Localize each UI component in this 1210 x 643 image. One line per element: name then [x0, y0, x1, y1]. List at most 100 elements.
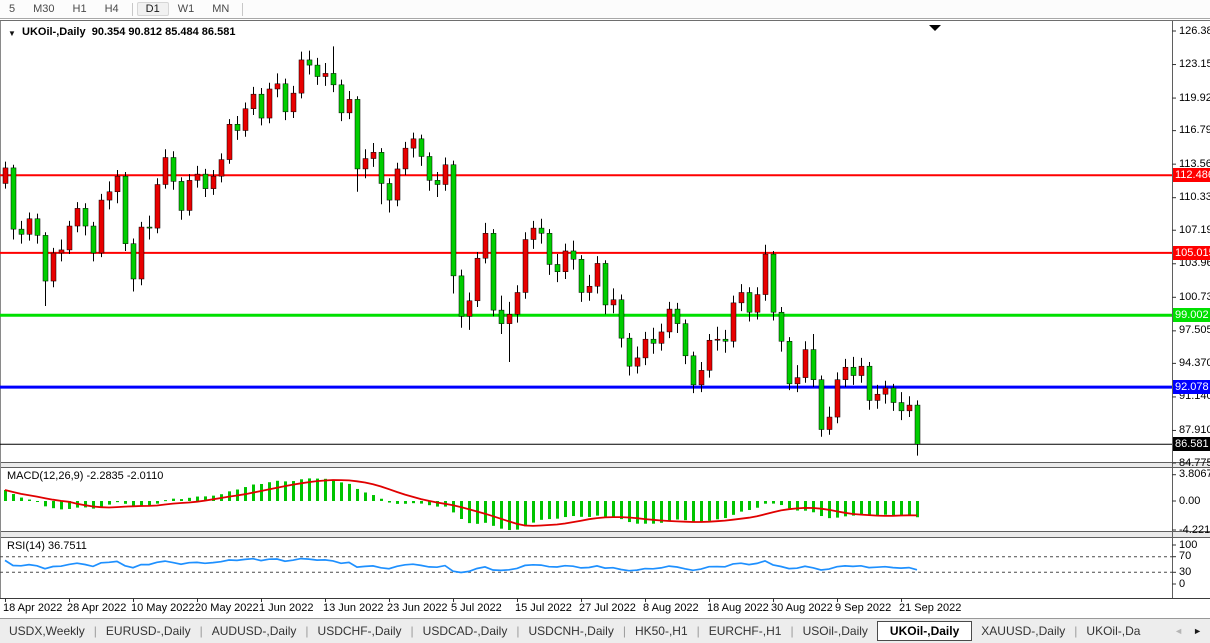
- macd-bar: [764, 501, 767, 504]
- candle-body: [2, 167, 9, 184]
- macd-bar: [596, 501, 599, 516]
- symbol-tab-audusd-daily[interactable]: AUDUSD-,Daily: [211, 624, 297, 638]
- time-axis-label: 21 Sep 2022: [899, 602, 962, 614]
- candle-body: [842, 366, 849, 380]
- price-axis-ticks: [5, 30, 1176, 602]
- price-axis-label: 97.505: [1179, 324, 1210, 337]
- symbol-tab-ukoil-daily[interactable]: UKOil-,Daily: [876, 620, 973, 641]
- candle-body: [266, 88, 273, 119]
- candle-body: [594, 263, 601, 287]
- candle-body: [898, 402, 905, 412]
- tab-scroll-right-icon[interactable]: ►: [1193, 626, 1202, 636]
- macd-bar: [316, 478, 319, 501]
- symbol-tab-usdcad-daily[interactable]: USDCAD-,Daily: [422, 624, 508, 638]
- macd-bar: [452, 501, 455, 513]
- symbol-tab-usdx-weekly[interactable]: USDX,Weekly: [9, 624, 85, 638]
- timeframe-button-d1[interactable]: D1: [136, 2, 169, 16]
- macd-histogram: [4, 478, 919, 531]
- candle-body: [162, 157, 169, 185]
- candle-body: [450, 164, 457, 277]
- candle-body: [906, 404, 913, 412]
- timeframe-button-mn[interactable]: MN: [212, 3, 230, 15]
- main-macd-separator: [0, 462, 1210, 467]
- candle-body: [650, 338, 657, 344]
- candle-body: [202, 173, 209, 189]
- candle-body: [698, 370, 705, 386]
- rsi-scale-label: 0: [1179, 577, 1186, 590]
- macd-bar: [276, 480, 279, 501]
- candle-body: [378, 152, 385, 184]
- macd-scale-label: -4.221: [1179, 523, 1210, 536]
- macd-bar: [724, 501, 727, 519]
- macd-bar: [28, 499, 31, 501]
- candle-body: [170, 157, 177, 182]
- timeframe-button-w1[interactable]: W1: [177, 3, 195, 15]
- rsi-indicator-header: RSI(14) 36.7511: [7, 540, 87, 553]
- candle-body: [642, 338, 649, 359]
- rsi-line: [4, 557, 918, 574]
- macd-bar: [668, 501, 671, 521]
- macd-scale-label: 0.00: [1179, 494, 1201, 507]
- chart-symbol-period: UKOil-,Daily: [22, 26, 86, 38]
- candle-body: [434, 180, 441, 185]
- symbol-tab-eurchf-h1[interactable]: EURCHF-,H1: [708, 624, 782, 638]
- price-axis-label: 116.790: [1179, 124, 1210, 137]
- time-axis-label: 30 Aug 2022: [771, 602, 833, 614]
- symbol-tab-usoil-daily[interactable]: USOil-,Daily: [802, 624, 868, 638]
- candle-body: [50, 252, 57, 282]
- macd-bar: [468, 501, 471, 524]
- macd-bar: [428, 501, 431, 506]
- price-level-lines: [0, 174, 1172, 445]
- symbol-tab-ukoil-da[interactable]: UKOil-,Da: [1086, 624, 1141, 638]
- timeframe-button-m30[interactable]: M30: [33, 3, 55, 15]
- macd-bar: [140, 501, 143, 507]
- symbol-tab-usdcnh-daily[interactable]: USDCNH-,Daily: [528, 624, 614, 638]
- timeframe-button-h4[interactable]: H4: [104, 3, 119, 15]
- symbol-tab-hk50-h1[interactable]: HK50-,H1: [634, 624, 688, 638]
- time-axis-label: 13 Jun 2022: [323, 602, 384, 614]
- candle-body: [762, 253, 769, 295]
- macd-bar: [196, 496, 199, 501]
- candle-body: [338, 84, 345, 114]
- timeframe-button-h1[interactable]: H1: [72, 3, 87, 15]
- price-level-tag: 99.002: [1173, 308, 1210, 323]
- symbol-tab-usdchf-daily[interactable]: USDCHF-,Daily: [317, 624, 402, 638]
- macd-bar: [772, 501, 775, 504]
- timeframe-button-5[interactable]: 5: [9, 3, 16, 15]
- macd-bar: [524, 501, 527, 527]
- macd-bar: [92, 501, 95, 509]
- macd-bar: [564, 501, 567, 518]
- candle-body: [546, 233, 553, 265]
- macd-bar: [532, 501, 535, 523]
- tab-scroll-left-icon[interactable]: ◄: [1174, 626, 1184, 636]
- macd-indicator-values: -2.2835 -2.0110: [86, 470, 164, 482]
- macd-bar: [684, 501, 687, 521]
- macd-bar: [388, 501, 391, 503]
- candle-body: [866, 365, 873, 401]
- candle-body: [226, 124, 233, 160]
- candle-body: [786, 341, 793, 385]
- candle-body: [346, 99, 353, 114]
- candle-body: [626, 337, 633, 367]
- macd-bar: [628, 501, 631, 523]
- candle-body: [26, 218, 33, 235]
- candle-body: [18, 228, 25, 235]
- candle-body: [522, 239, 529, 293]
- panel-frames: [0, 21, 1210, 599]
- symbol-tab-xauusd-daily[interactable]: XAUUSD-,Daily: [981, 624, 1066, 638]
- chart-ohlc-values: 90.354 90.812 85.484 86.581: [91, 26, 236, 38]
- time-axis-label: 10 May 2022: [131, 602, 195, 614]
- chart-title: UKOil-,Daily 90.354 90.812 85.484 86.581: [22, 26, 235, 39]
- macd-bar: [292, 481, 295, 501]
- chart-canvas[interactable]: [0, 21, 1210, 619]
- chart-shift-marker-icon: [929, 25, 941, 31]
- candle-body: [82, 208, 89, 227]
- macd-bar: [148, 501, 151, 507]
- tab-separator: |: [305, 624, 309, 638]
- symbol-tab-eurusd-daily[interactable]: EURUSD-,Daily: [105, 624, 191, 638]
- candles-layer: [2, 46, 921, 456]
- macd-bar: [548, 501, 551, 520]
- time-axis-label: 15 Jul 2022: [515, 602, 572, 614]
- chart-title-dropdown-icon[interactable]: ▼: [8, 29, 16, 38]
- candle-body: [154, 184, 161, 229]
